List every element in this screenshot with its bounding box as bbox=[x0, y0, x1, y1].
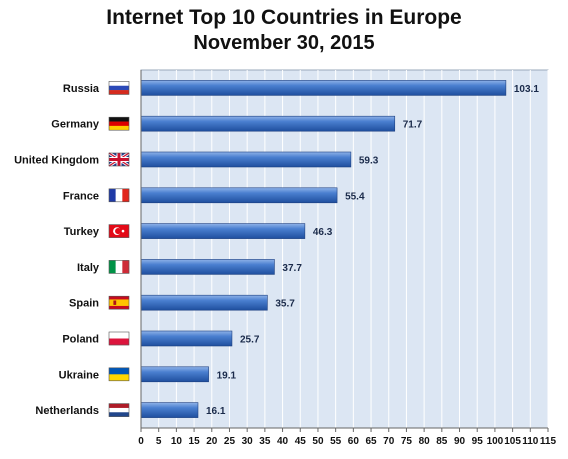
bar bbox=[140, 151, 352, 168]
category-label: United Kingdom bbox=[14, 155, 99, 167]
chart-title: Internet Top 10 Countries in Europe bbox=[106, 6, 462, 29]
spain-flag-icon bbox=[109, 296, 129, 310]
ukraine-flag-icon bbox=[109, 367, 129, 381]
bar bbox=[140, 402, 199, 418]
data-label: 103.1 bbox=[514, 84, 539, 95]
x-tick-label: 90 bbox=[454, 436, 466, 447]
category-label: Ukraine bbox=[59, 369, 99, 381]
x-tick-label: 100 bbox=[487, 436, 504, 447]
x-tick-label: 0 bbox=[138, 436, 144, 447]
category-label: France bbox=[63, 190, 99, 202]
x-tick-label: 45 bbox=[295, 436, 307, 447]
data-label: 16.1 bbox=[206, 406, 226, 417]
category-label: Turkey bbox=[64, 226, 100, 238]
x-tick-label: 80 bbox=[419, 436, 431, 447]
data-label: 46.3 bbox=[313, 227, 333, 238]
x-tick-label: 40 bbox=[277, 436, 289, 447]
bar bbox=[140, 223, 306, 239]
category-label: Germany bbox=[51, 119, 100, 131]
x-tick-label: 85 bbox=[436, 436, 448, 447]
category-label: Spain bbox=[69, 298, 99, 310]
x-tick-label: 35 bbox=[259, 436, 271, 447]
x-tick-label: 70 bbox=[383, 436, 395, 447]
x-tick-label: 60 bbox=[348, 436, 360, 447]
x-tick-label: 105 bbox=[504, 436, 521, 447]
x-tick-label: 25 bbox=[224, 436, 236, 447]
bar bbox=[140, 366, 209, 383]
x-tick-label: 5 bbox=[156, 436, 162, 447]
x-tick-label: 20 bbox=[206, 436, 218, 447]
category-label: Russia bbox=[63, 83, 100, 95]
x-tick-label: 30 bbox=[242, 436, 254, 447]
chart-subtitle: November 30, 2015 bbox=[193, 32, 375, 54]
data-label: 25.7 bbox=[240, 335, 260, 346]
x-tick-label: 50 bbox=[312, 436, 324, 447]
germany-flag-icon bbox=[109, 117, 129, 131]
x-tick-label: 65 bbox=[365, 436, 377, 447]
data-label: 59.3 bbox=[359, 156, 379, 167]
x-tick-label: 15 bbox=[189, 436, 201, 447]
france-flag-icon bbox=[109, 188, 130, 202]
poland-flag-icon bbox=[109, 332, 129, 346]
x-tick-label: 75 bbox=[401, 436, 413, 447]
x-tick-label: 55 bbox=[330, 436, 342, 447]
data-label: 71.7 bbox=[403, 120, 423, 131]
russia-flag-icon bbox=[109, 81, 129, 95]
bar bbox=[140, 115, 396, 132]
uk-flag-icon bbox=[108, 151, 130, 168]
category-label: Netherlands bbox=[35, 405, 99, 417]
bar bbox=[140, 259, 275, 275]
data-label: 55.4 bbox=[345, 191, 365, 202]
bar bbox=[140, 330, 233, 347]
netherlands-flag-icon bbox=[109, 403, 129, 417]
category-label: Poland bbox=[62, 334, 99, 346]
bar bbox=[140, 187, 338, 204]
x-tick-label: 115 bbox=[540, 436, 557, 447]
x-tick-label: 95 bbox=[472, 436, 484, 447]
italy-flag-icon bbox=[109, 260, 130, 274]
data-label: 19.1 bbox=[217, 370, 237, 381]
x-tick-label: 10 bbox=[171, 436, 183, 447]
bar bbox=[140, 80, 507, 96]
x-tick-label: 110 bbox=[522, 436, 539, 447]
bar bbox=[140, 294, 268, 311]
turkey-flag-icon bbox=[109, 224, 129, 238]
data-label: 37.7 bbox=[282, 263, 302, 274]
category-label: Italy bbox=[77, 262, 100, 274]
data-label: 35.7 bbox=[275, 299, 295, 310]
